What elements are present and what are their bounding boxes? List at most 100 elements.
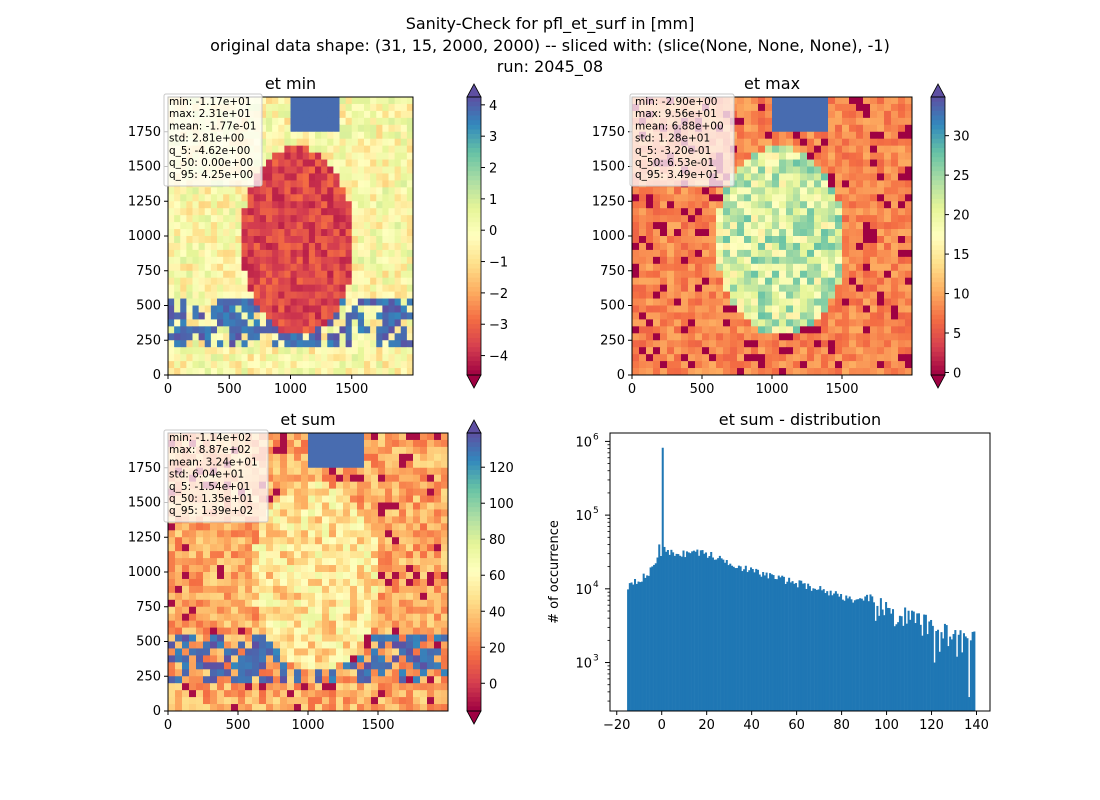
heatmap-cell [231,690,239,698]
heatmap-cell [378,634,386,642]
heatmap-cell [294,613,302,622]
heatmap-cell [259,572,267,580]
heatmap-cell [308,648,316,656]
heatmap-cell [294,509,302,517]
heatmap-cell [168,676,176,684]
heatmap-cell [241,194,249,202]
heatmap-cell [192,263,200,272]
heatmap-cell [217,340,224,348]
heatmap-cell [877,277,885,286]
heatmap-cell [828,277,836,286]
heatmap-cell [688,215,696,223]
heatmap-cell [315,530,323,538]
heatmap-cell [321,256,328,265]
heatmap-cell [821,319,829,327]
heatmap-cell [296,229,304,237]
heatmap-cell [280,453,288,462]
heatmap-cell [329,641,337,649]
heatmap-cell [660,242,668,251]
heatmap-cell [807,208,815,216]
heatmap-cell [315,453,323,462]
heatmap-cell [186,312,193,320]
heatmap-cell [905,361,913,369]
heatmap-cell [413,516,421,524]
heatmap-cell [382,256,389,265]
heatmap-cell [371,446,379,455]
heatmap-cell [287,502,295,510]
heatmap-cell [702,284,710,292]
heatmap-cell [321,284,328,292]
heatmap-cell [168,242,175,251]
heatmap-cell [849,263,857,272]
heatmap-cell [336,655,344,663]
heatmap-cell [266,488,274,496]
heatmap-cell [189,558,197,566]
heatmap-cell [420,537,428,545]
heatmap-cell [800,138,808,147]
heatmap-cell [294,446,302,455]
heatmap-cell [821,173,829,181]
heatmap-cell [278,249,285,258]
heatmap-cell [327,291,334,299]
colorbar-segment [931,203,945,209]
heatmap-cell [406,333,414,341]
heatmap-cell [420,453,428,462]
heatmap-cell [434,683,442,691]
heatmap-cell [400,187,408,195]
heatmap-cell [345,333,353,341]
heatmap-cell [294,502,302,510]
heatmap-cell [294,578,302,587]
heatmap-cell [168,291,175,299]
colorbar-segment [931,157,945,163]
heatmap-cell [898,166,906,174]
heatmap-cell [272,326,279,334]
heatmap-cell [877,187,885,195]
heatmap-cell [357,194,365,202]
heatmap-cell [870,215,878,223]
heatmap-cell [856,117,864,126]
heatmap-cell [308,173,316,181]
heatmap-cell [290,249,298,258]
heatmap-cell [399,551,407,559]
heatmap-cell [290,215,298,223]
y-tick-label: 0 [617,368,625,383]
heatmap-cell [284,173,291,181]
heatmap-cell [174,208,181,216]
heatmap-cell [370,166,377,174]
heatmap-cell [842,138,850,147]
heatmap-cell [259,368,267,376]
heatmap-cell [385,572,393,580]
heatmap-cell [336,620,344,628]
heatmap-cell [376,326,383,334]
heatmap-cell [394,173,402,181]
heatmap-cell [863,201,871,209]
heatmap-cell [394,124,402,133]
heatmap-cell [898,215,906,223]
heatmap-cell [168,578,176,587]
heatmap-cell [294,530,302,538]
heatmap-cell [301,634,309,642]
heatmap-cell [842,312,850,320]
heatmap-cell [296,354,304,362]
heatmap-cell [231,669,239,677]
heatmap-cell [898,103,906,112]
heatmap-cell [189,613,197,622]
heatmap-cell [284,97,291,105]
colorbar-segment [931,166,945,172]
heatmap-cell [198,201,206,209]
heatmap-cell [224,613,232,622]
heatmap-cell [245,697,253,705]
heatmap-cell [856,236,864,244]
heatmap-cell [302,291,310,299]
heatmap-cell [204,194,212,202]
heatmap-cell [870,187,878,195]
heatmap-cell [357,305,365,313]
heatmap-cell [235,242,242,251]
heatmap-cell [272,368,279,376]
heatmap-cell [329,481,337,489]
heatmap-cell [406,340,414,348]
heatmap-cell [229,305,236,313]
heatmap-cell [667,347,675,355]
heatmap-cell [290,152,298,160]
heatmap-cell [413,565,421,573]
